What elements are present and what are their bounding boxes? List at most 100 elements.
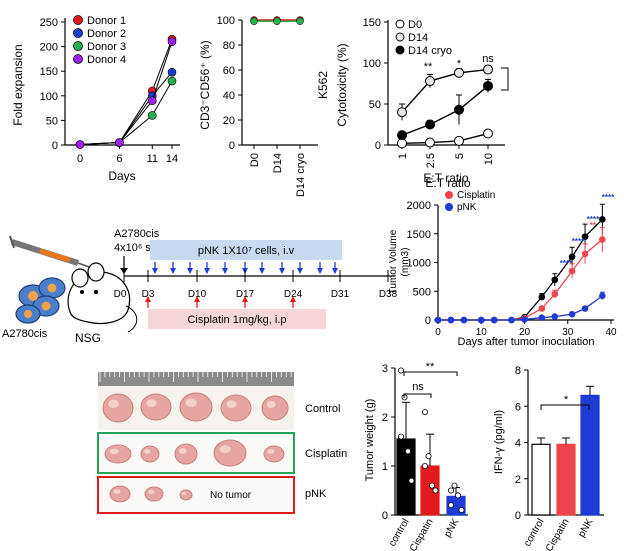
series-line (401, 85, 489, 136)
y-tick-label: 50 (46, 115, 58, 127)
x-tick-label: 2.5 (425, 153, 437, 168)
legend-marker (395, 45, 405, 55)
x-axis-label: Days after tumor inoculation (458, 336, 595, 348)
y-tick-label: 500 (413, 286, 431, 298)
tumor-highlight (185, 398, 197, 407)
row-label-pnk: pNK (305, 488, 327, 500)
no-tumor-label: No tumor (210, 490, 252, 501)
x-tick-label: 5 (454, 153, 466, 159)
y-axis-label: Cytotoxicity (%) (335, 43, 349, 126)
cisplatin-treatment-bar (148, 309, 326, 329)
series-lines (434, 203, 606, 324)
data-point (477, 316, 485, 324)
data-point (599, 292, 606, 300)
chart-title: K562 (316, 71, 330, 99)
x-tick-label: control (387, 517, 412, 548)
tumor-highlight (219, 445, 231, 453)
tumor-highlight (182, 492, 187, 495)
y-tick-label: 1500 (407, 229, 431, 241)
tumor (263, 445, 285, 463)
tumor (104, 444, 132, 464)
bars (396, 367, 466, 516)
tumor (109, 485, 131, 503)
tumor-highlight (146, 399, 157, 407)
tumor-specimens (102, 392, 289, 503)
legend-label: D0 (408, 19, 422, 31)
pnk-treatment-label: pNK 1X10⁷ cells, i.v (198, 245, 295, 257)
cisplatin-treatment-label: Cisplatin 1mg/kg, i.p (187, 314, 286, 326)
y-tick-label: 3 (382, 363, 388, 375)
data-point (397, 367, 404, 374)
x-tick-label: Cispatin (544, 517, 572, 551)
legend-marker (73, 41, 83, 51)
significance-label: **** (602, 193, 615, 202)
data-point (490, 316, 498, 324)
tumor (102, 393, 134, 423)
y-axis-label: Tumor Volume (388, 229, 399, 294)
x-tick-label: pNK (576, 517, 595, 540)
x-axis-label: E:T ratio (425, 176, 470, 190)
data-point (421, 462, 428, 469)
y-tick-label: 40 (223, 90, 235, 102)
legend: D0 D14 D14 cryo (395, 19, 452, 57)
x-axis-label: Days (108, 169, 135, 183)
row-label-cisplatin: Cisplatin (305, 448, 347, 460)
data-point (551, 276, 559, 284)
significance-label: **** (572, 237, 585, 246)
pnk-arrow-head (297, 268, 303, 274)
legend-label: Donor 2 (87, 28, 126, 40)
series-lines (250, 16, 304, 25)
data-point (296, 17, 304, 25)
cell-line-label: A2780cis (114, 228, 160, 240)
y-tick-label: 150 (40, 66, 58, 78)
significance-label: * (564, 394, 569, 406)
y-axis-label-units: (mm3) (400, 248, 411, 277)
x-tick-label: 0 (435, 327, 441, 338)
data-point (147, 96, 157, 106)
tumor (174, 443, 198, 465)
cisplatin-arrow-head (145, 296, 151, 302)
legend-label: pNK (457, 202, 477, 213)
row-label-control: Control (305, 403, 340, 415)
dose-label: 4x10⁶ s.c (114, 242, 160, 254)
data-point (115, 138, 124, 147)
significance-bracket (403, 371, 458, 376)
series-line (401, 68, 489, 113)
y-tick-label: 100 (40, 91, 58, 103)
data-point (447, 487, 454, 494)
ruler-ticks (99, 372, 292, 382)
y-tick-label: 200 (40, 42, 58, 54)
tumor-highlight (148, 489, 155, 494)
x-ticks: 0 6 11 14 (77, 145, 178, 165)
y-tick-label: 1000 (407, 258, 431, 270)
significance-label: **** (587, 215, 600, 224)
data-point (599, 216, 606, 223)
data-point (273, 17, 281, 25)
data-point (538, 314, 546, 322)
significance-label: ** (426, 361, 435, 373)
data-point (421, 409, 428, 416)
data-point (508, 316, 515, 324)
bars (531, 385, 600, 516)
tumor (144, 486, 164, 502)
tumor-highlight (266, 400, 276, 408)
pnk-arrow-head (204, 268, 210, 274)
data-point (454, 135, 464, 146)
x-tick-label: 1 (397, 153, 409, 159)
timeline-day-label: D17 (236, 289, 255, 300)
data-point (408, 477, 415, 484)
y-tick-label: 0 (375, 140, 381, 152)
data-point (147, 111, 157, 120)
data-point (250, 17, 258, 25)
timeline-ticks: D0 D3 D10 D17 D24 D31 D38 (114, 270, 398, 300)
x-tick-label: 6 (116, 153, 122, 165)
significance-label: * (457, 58, 462, 70)
significance-label: ns (412, 381, 424, 393)
mouse-strain-label: NSG (75, 331, 101, 345)
data-point (483, 128, 493, 139)
y-tick-label: 50 (369, 99, 381, 111)
data-point (551, 313, 559, 320)
data-point (451, 482, 458, 489)
y-ticks: 0 20 40 60 80 100 (217, 15, 242, 152)
bar (580, 394, 600, 516)
